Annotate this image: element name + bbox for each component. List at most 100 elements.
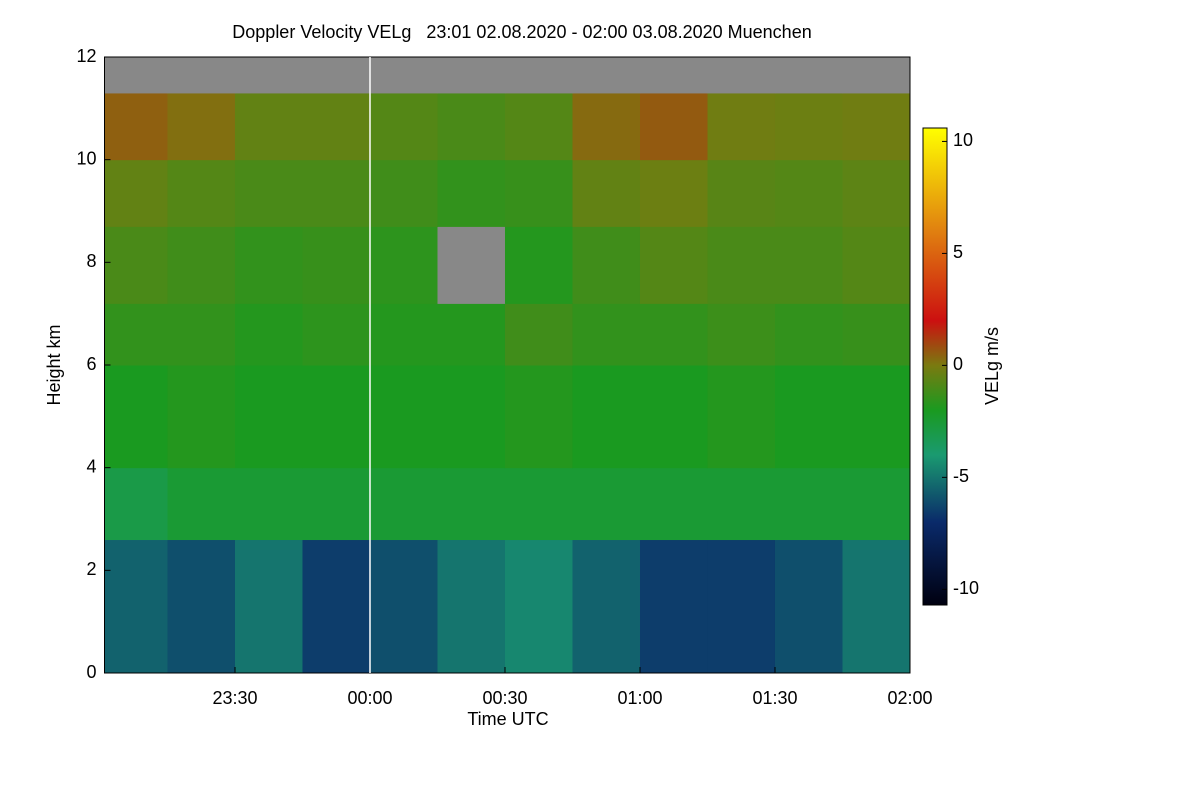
x-tick-label: 00:30: [482, 688, 527, 708]
heatmap-cell: [639, 303, 708, 366]
chart-title: Doppler Velocity VELg 23:01 02.08.2020 -…: [232, 22, 811, 42]
heatmap-cell: [234, 159, 303, 227]
heatmap-cell: [774, 539, 843, 674]
heatmap-cell: [302, 57, 371, 94]
heatmap-cell: [104, 365, 168, 469]
heatmap-cell: [774, 226, 843, 304]
heatmap-cell: [369, 226, 438, 304]
y-tick-label: 8: [86, 251, 96, 271]
heatmap-cell: [707, 467, 776, 541]
heatmap-cell: [437, 226, 506, 304]
heatmap-cell: [167, 57, 236, 94]
heatmap-cell: [572, 159, 641, 227]
heatmap-cell: [437, 159, 506, 227]
heatmap-cell: [842, 57, 911, 94]
heatmap-cell: [104, 159, 168, 227]
heatmap-cell: [369, 92, 438, 161]
heatmap-cell: [369, 365, 438, 469]
x-tick-label: 00:00: [347, 688, 392, 708]
colorbar-tick-label: -5: [953, 466, 969, 486]
heatmap-cell: [302, 365, 371, 469]
colorbar: [922, 127, 948, 606]
heatmap-cell: [572, 467, 641, 541]
heatmap-cell: [234, 539, 303, 674]
heatmap-cell: [504, 303, 573, 366]
heatmap-cell: [707, 303, 776, 366]
heatmap-cell: [707, 57, 776, 94]
heatmap-cell: [234, 92, 303, 161]
heatmap-cell: [234, 303, 303, 366]
heatmap-cell: [774, 57, 843, 94]
heatmap-cell: [437, 303, 506, 366]
heatmap-cell: [104, 226, 168, 304]
heatmap-cell: [504, 365, 573, 469]
heatmap-cell: [302, 159, 371, 227]
heatmap-cell: [504, 57, 573, 94]
heatmap-cell: [639, 159, 708, 227]
heatmap-cell: [234, 57, 303, 94]
heatmap-cell: [707, 159, 776, 227]
heatmap-cell: [167, 467, 236, 541]
heatmap-cell: [369, 539, 438, 674]
heatmap-cell: [104, 303, 168, 366]
heatmap-cell: [842, 92, 911, 161]
colorbar-tick-label: 5: [953, 242, 963, 262]
y-axis-label: Height km: [44, 324, 64, 405]
colorbar-tick-label: -10: [953, 578, 979, 598]
x-axis-label: Time UTC: [467, 709, 548, 729]
x-tick-label: 01:30: [752, 688, 797, 708]
heatmap-cell: [104, 92, 168, 161]
heatmap-cell: [437, 92, 506, 161]
heatmap-cell: [639, 57, 708, 94]
heatmap-cell: [842, 467, 911, 541]
heatmap-cell: [167, 303, 236, 366]
heatmap-cell: [572, 539, 641, 674]
heatmap-cell: [369, 57, 438, 94]
heatmap-cell: [167, 226, 236, 304]
heatmap-cell: [504, 159, 573, 227]
heatmap-cell: [774, 365, 843, 469]
colorbar-tick-label: 0: [953, 354, 963, 374]
heatmap-cell: [302, 92, 371, 161]
heatmap-cell: [504, 539, 573, 674]
x-tick-label: 23:30: [212, 688, 257, 708]
heatmap-cell: [572, 365, 641, 469]
heatmap-cell: [707, 365, 776, 469]
heatmap-cell: [167, 539, 236, 674]
heatmap-cell: [707, 226, 776, 304]
heatmap-cell: [504, 467, 573, 541]
heatmap-cell: [842, 226, 911, 304]
heatmap-cell: [302, 303, 371, 366]
y-tick-label: 0: [86, 662, 96, 682]
heatmap-cell: [302, 467, 371, 541]
heatmap-cell: [104, 57, 168, 94]
heatmap-cell: [234, 365, 303, 469]
y-tick-label: 2: [86, 559, 96, 579]
heatmap-cell: [437, 365, 506, 469]
heatmap-cell: [437, 467, 506, 541]
heatmap-cell: [167, 365, 236, 469]
heatmap-cell: [234, 226, 303, 304]
x-tick-label: 02:00: [887, 688, 932, 708]
heatmap-cell: [707, 539, 776, 674]
heatmap-cell: [774, 303, 843, 366]
y-tick-label: 10: [76, 148, 96, 168]
heatmap-cell: [234, 467, 303, 541]
heatmap-cell: [369, 467, 438, 541]
heatmap-cell: [842, 365, 911, 469]
heatmap-cell: [774, 467, 843, 541]
heatmap-cell: [639, 539, 708, 674]
heatmap-cell: [572, 303, 641, 366]
heatmap-cell: [842, 303, 911, 366]
heatmap-cell: [504, 92, 573, 161]
heatmap-cell: [302, 539, 371, 674]
y-tick-label: 4: [86, 456, 96, 476]
heatmap-cell: [572, 57, 641, 94]
heatmap-cell: [842, 159, 911, 227]
heatmap-cell: [167, 92, 236, 161]
heatmap-cell: [104, 467, 168, 541]
heatmap-cell: [842, 539, 911, 674]
heatmap-cell: [774, 92, 843, 161]
heatmap-cell: [639, 365, 708, 469]
